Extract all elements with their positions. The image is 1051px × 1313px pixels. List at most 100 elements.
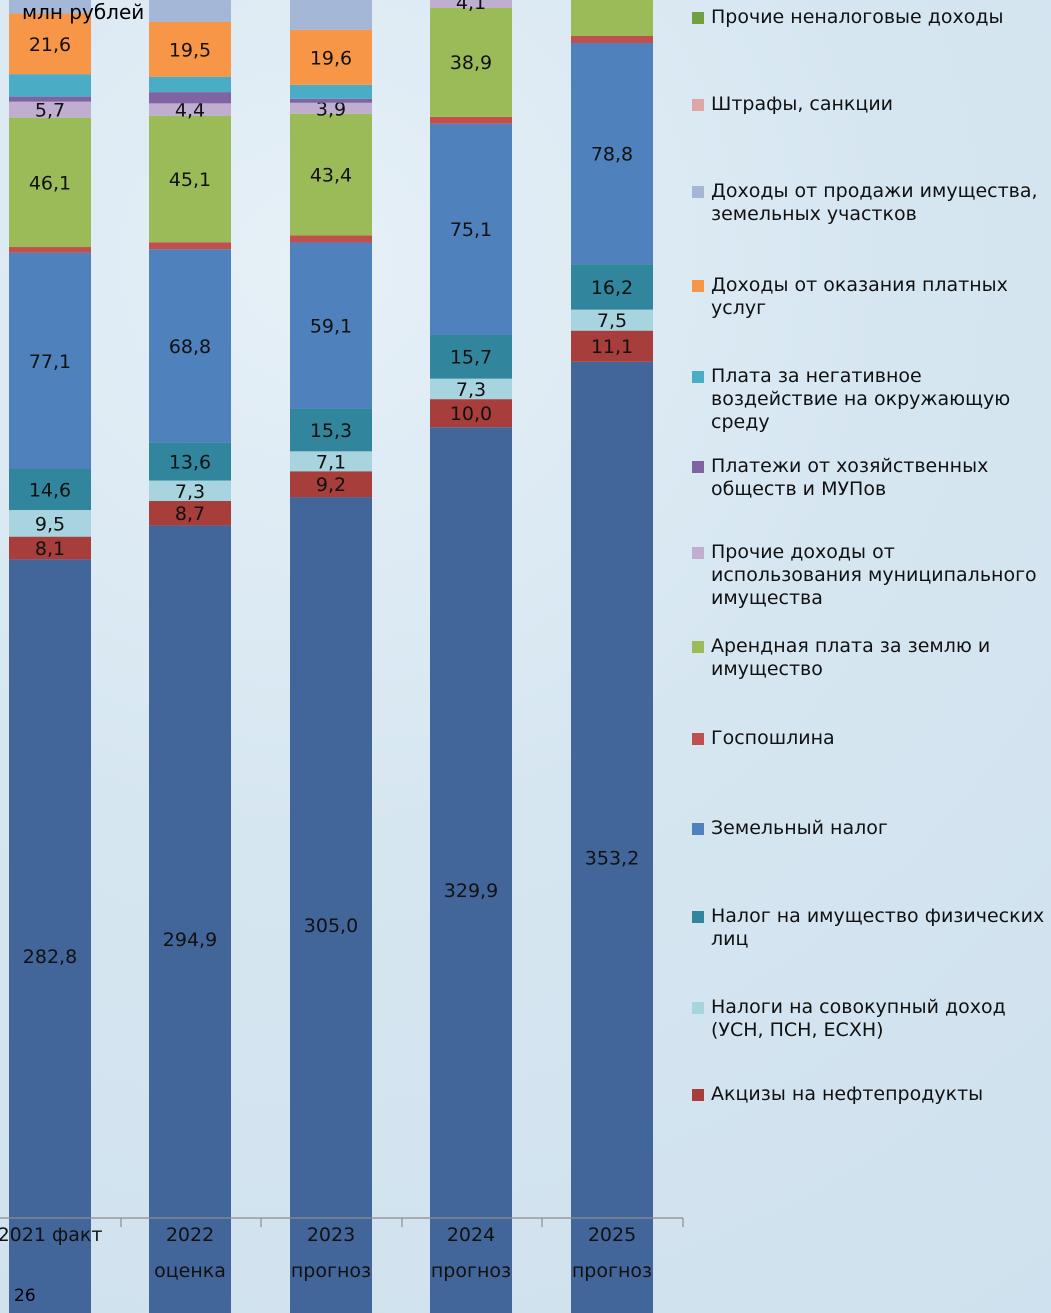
bar-segment <box>9 536 91 560</box>
bar-segment <box>149 242 231 250</box>
bar-segment <box>149 442 231 481</box>
bar-segment <box>290 29 372 85</box>
bar-segment <box>290 235 372 243</box>
bar-segment <box>149 103 231 116</box>
data-label: 329,9 <box>444 880 498 902</box>
legend-label: Штрафы, санкции <box>711 93 894 115</box>
bar-segment <box>9 101 91 118</box>
bar-segment <box>290 471 372 498</box>
legend-label: Земельный налог <box>711 817 888 839</box>
data-label: 19,5 <box>169 39 211 61</box>
data-label: 7,3 <box>456 379 486 401</box>
legend-item: Платежи от хозяйственных обществ и МУПов <box>692 455 1051 501</box>
bar-segment <box>290 451 372 472</box>
bar-segment <box>9 469 91 510</box>
bar-segment <box>430 427 512 1313</box>
bar-segment <box>149 115 231 243</box>
bar-segment <box>9 74 91 97</box>
bar-segment <box>430 334 512 379</box>
legend-item: Акцизы на нефтепродукты <box>692 1083 1051 1106</box>
data-label: 59,1 <box>310 315 352 337</box>
legend-swatch <box>692 12 704 24</box>
legend-label: Госпошлина <box>711 727 835 749</box>
bar-segment <box>9 117 91 248</box>
legend-swatch <box>692 547 704 559</box>
bar-segment <box>149 525 231 1313</box>
bar-segment <box>571 309 653 331</box>
legend-swatch <box>692 641 704 653</box>
data-label: 15,3 <box>310 420 352 442</box>
legend-swatch <box>692 1089 704 1101</box>
legend-label: Плата за негативное воздействие на окруж… <box>711 365 1011 433</box>
bar-segment <box>149 92 231 104</box>
bar-segment <box>290 84 372 99</box>
bar-segment <box>430 378 512 400</box>
legend-item: Налог на имущество физических лиц <box>692 905 1051 951</box>
bar-segment <box>571 35 653 44</box>
legend-item: Земельный налог <box>692 817 1051 840</box>
data-label: 46,1 <box>29 172 71 194</box>
data-label: 353,2 <box>585 847 639 869</box>
bar-segment <box>571 0 653 36</box>
legend-swatch <box>692 371 704 383</box>
bar-segment <box>9 0 91 14</box>
page-number: 26 <box>14 1286 36 1306</box>
data-label: 78,8 <box>591 144 633 166</box>
data-label: 9,5 <box>35 513 65 535</box>
bar-segment <box>430 116 512 124</box>
bar-segment <box>571 264 653 310</box>
data-label: 13,6 <box>169 451 211 473</box>
data-label: 305,0 <box>304 915 358 937</box>
bar-segment <box>9 247 91 253</box>
data-label: 5,7 <box>35 100 65 122</box>
bar-segment <box>9 559 91 1313</box>
data-label: 4,4 <box>175 100 205 122</box>
legend-swatch <box>692 823 704 835</box>
data-label: 14,6 <box>29 479 71 501</box>
bar-segment <box>9 252 91 470</box>
bar-segment <box>149 0 231 22</box>
bar-segment <box>149 501 231 526</box>
data-label: 8,7 <box>175 503 205 525</box>
x-tick-label: 2024 прогноз <box>431 1224 511 1282</box>
data-label: 21,6 <box>29 34 71 56</box>
bar-segment <box>149 76 231 93</box>
data-label: 11,1 <box>591 336 633 358</box>
bar-segment <box>290 242 372 409</box>
data-label: 8,1 <box>35 538 65 560</box>
legend-label: Налог на имущество физических лиц <box>711 905 1045 950</box>
bar-segment <box>290 408 372 452</box>
bar-segment <box>9 509 91 537</box>
data-label: 294,9 <box>163 929 217 951</box>
data-label: 68,8 <box>169 336 211 358</box>
data-label: 38,9 <box>450 52 492 74</box>
bar-segment <box>149 249 231 443</box>
x-tick-label: 2025 прогноз <box>572 1224 652 1282</box>
bar-segment <box>571 43 653 265</box>
bar-segment <box>9 13 91 75</box>
bar-segment <box>290 113 372 236</box>
unit-label: млн рублей <box>22 0 145 24</box>
bar-segment <box>430 0 512 8</box>
legend-item: Прочие доходы от использования муниципал… <box>692 541 1051 610</box>
data-label: 19,6 <box>310 47 352 69</box>
legend-label: Налоги на совокупный доход (УСН, ПСН, ЕС… <box>711 996 1006 1041</box>
legend-label: Прочие неналоговые доходы <box>711 6 1004 28</box>
legend-label: Доходы от продажи имущества, земельных у… <box>711 180 1038 225</box>
data-label: 7,3 <box>175 481 205 503</box>
bar-segment <box>430 7 512 117</box>
legend-swatch <box>692 461 704 473</box>
legend-item: Штрафы, санкции <box>692 93 1051 116</box>
legend-label: Арендная плата за землю и имущество <box>711 635 991 680</box>
legend-label: Прочие доходы от использования муниципал… <box>711 541 1037 609</box>
legend-swatch <box>692 280 704 292</box>
legend-swatch <box>692 1002 704 1014</box>
legend-item: Налоги на совокупный доход (УСН, ПСН, ЕС… <box>692 996 1051 1042</box>
legend-swatch <box>692 911 704 923</box>
data-label: 75,1 <box>450 219 492 241</box>
legend-item: Арендная плата за землю и имущество <box>692 635 1051 681</box>
bar-segment <box>571 330 653 362</box>
legend-swatch <box>692 186 704 198</box>
bar-segment <box>290 102 372 114</box>
